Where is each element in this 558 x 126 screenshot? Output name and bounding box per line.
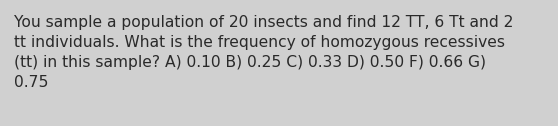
Text: You sample a population of 20 insects and find 12 TT, 6 Tt and 2
tt individuals.: You sample a population of 20 insects an… <box>14 15 513 89</box>
